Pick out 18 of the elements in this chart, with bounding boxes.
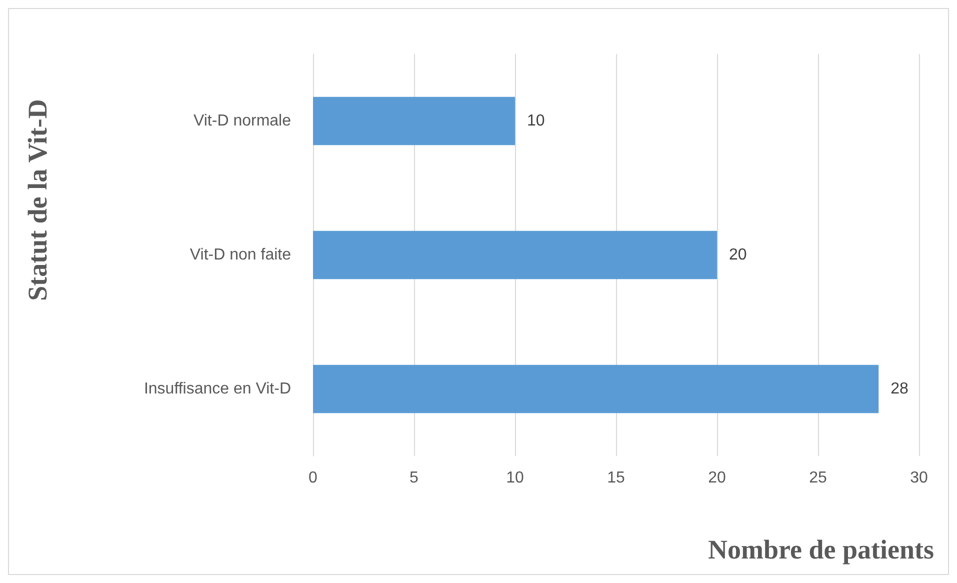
bar (313, 230, 717, 280)
x-tick-label: 30 (910, 470, 928, 486)
bar (313, 96, 515, 146)
x-tick-label: 20 (708, 470, 726, 486)
x-tick-label: 25 (809, 470, 827, 486)
bar (313, 364, 879, 414)
x-tick-label: 15 (607, 470, 625, 486)
data-label: 20 (729, 246, 747, 264)
y-tick-label: Vit-D non faite (190, 246, 292, 264)
y-axis-title: Statut de la Vit-D (22, 99, 52, 301)
data-label: 28 (890, 380, 908, 398)
x-tick-label: 0 (308, 470, 318, 486)
x-tick-label: 10 (506, 470, 524, 486)
data-label: 10 (527, 112, 545, 130)
y-tick-label: Insuffisance en Vit-D (144, 380, 291, 398)
y-tick-label: Vit-D normale (193, 112, 292, 130)
x-tick-label: 5 (410, 470, 419, 486)
x-axis-title: Nombre de patients (708, 534, 934, 564)
